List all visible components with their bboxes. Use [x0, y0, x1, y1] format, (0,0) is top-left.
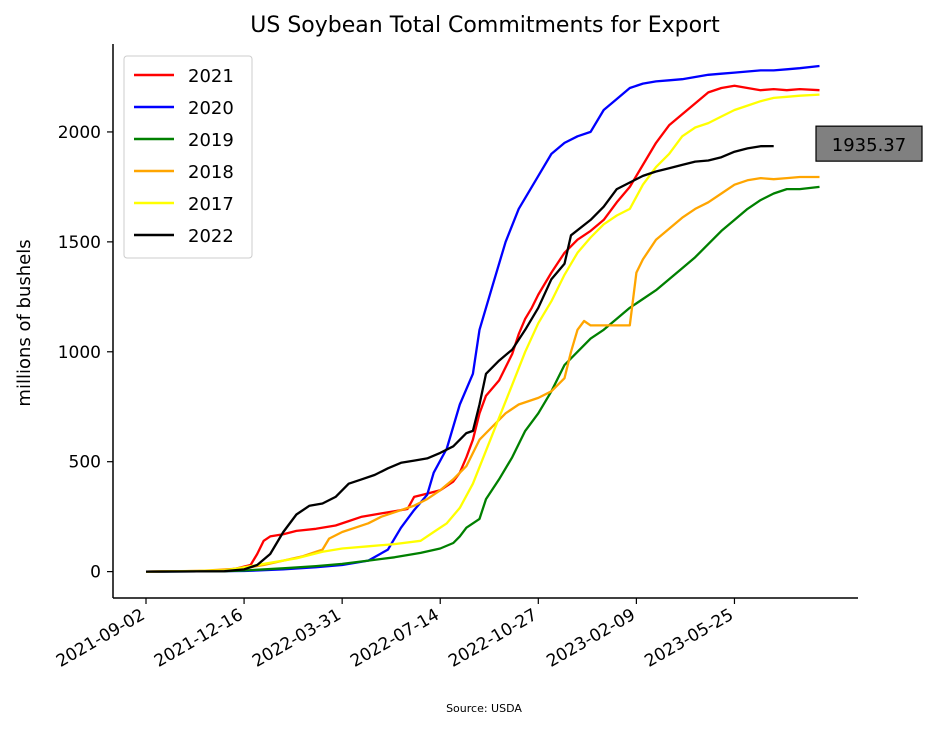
last-value-annotation: 1935.37 — [815, 125, 923, 162]
chart-title: US Soybean Total Commitments for Export — [250, 13, 720, 38]
source-label: Source: USDA — [446, 702, 522, 715]
series-line-2018 — [145, 175, 820, 573]
y-tick-label: 1500 — [58, 233, 101, 253]
series-line-2019 — [145, 185, 820, 573]
legend-label-2017: 2017 — [188, 194, 234, 215]
x-tick-label: 2022-03-31 — [249, 605, 345, 672]
legend-label-2022: 2022 — [188, 226, 234, 247]
legend-label-2019: 2019 — [188, 130, 234, 151]
y-tick-label: 2000 — [58, 123, 101, 143]
x-tick-label: 2023-02-09 — [543, 605, 639, 672]
series-line-2022 — [145, 144, 774, 573]
x-tick-label: 2021-09-02 — [53, 605, 149, 672]
x-tick-label: 2023-05-25 — [641, 605, 737, 672]
annotation-box — [815, 125, 923, 162]
series-line-2021 — [145, 84, 820, 573]
legend: 2021 2020 2019 2018 2017 2022 — [123, 55, 253, 259]
series-line-2020 — [145, 64, 820, 573]
y-tick-label: 1000 — [58, 343, 101, 363]
y-axis-label: millions of bushels — [14, 239, 35, 406]
y-tick-label: 0 — [90, 563, 101, 583]
x-tick-label: 2022-10-27 — [445, 605, 541, 672]
legend-label-2018: 2018 — [188, 162, 234, 183]
legend-label-2020: 2020 — [188, 98, 234, 119]
y-tick-label: 500 — [69, 453, 101, 473]
x-tick-label: 2021-12-16 — [151, 605, 247, 672]
legend-label-2021: 2021 — [188, 66, 234, 87]
x-tick-label: 2022-07-14 — [347, 605, 443, 672]
annotation-label: 1935.37 — [832, 135, 906, 156]
series-line-2017 — [145, 93, 820, 573]
